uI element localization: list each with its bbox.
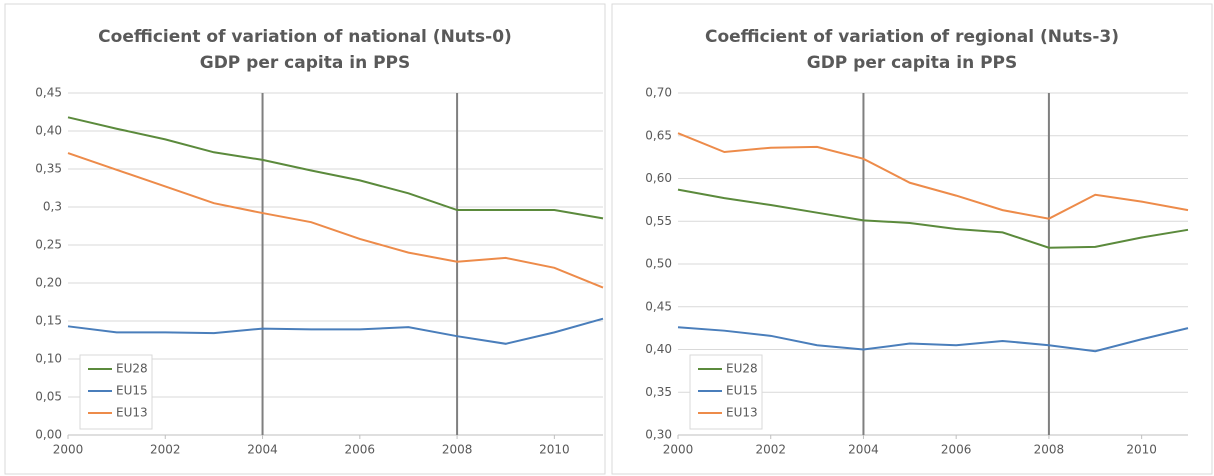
y-tick-label: 0,40 <box>35 124 62 138</box>
y-tick-label: 0,05 <box>35 390 62 404</box>
legend-label: EU28 <box>116 362 148 376</box>
y-tick-label: 0,55 <box>645 214 672 228</box>
x-tick-label: 2008 <box>442 443 473 457</box>
data-line <box>677 188 1189 249</box>
chart-title: Coefficient of variation of regional (Nu… <box>705 27 1119 47</box>
legend-label: EU15 <box>726 384 758 398</box>
legend-label: EU15 <box>116 384 148 398</box>
chart-title: Coefficient of variation of national (Nu… <box>98 27 512 47</box>
x-tick-label: 2008 <box>1034 443 1065 457</box>
y-tick-label: 0,10 <box>35 352 62 366</box>
x-tick-label: 2000 <box>53 443 84 457</box>
x-tick-label: 2004 <box>848 443 879 457</box>
y-tick-label: 0,3 <box>43 200 62 214</box>
x-tick-label: 2006 <box>345 443 376 457</box>
x-tick-label: 2010 <box>1126 443 1157 457</box>
chart-panel: Coefficient of variation of regional (Nu… <box>611 3 1213 475</box>
x-tick-label: 2002 <box>150 443 181 457</box>
x-tick-label: 2004 <box>247 443 278 457</box>
data-line <box>677 132 1189 220</box>
y-tick-label: 0,00 <box>35 428 62 442</box>
y-tick-label: 0,20 <box>35 276 62 290</box>
y-tick-label: 0,35 <box>645 385 672 399</box>
data-line <box>67 152 604 289</box>
y-tick-label: 0,25 <box>35 238 62 252</box>
x-tick-label: 2002 <box>755 443 786 457</box>
y-tick-label: 0,45 <box>35 86 62 100</box>
y-tick-label: 0,65 <box>645 128 672 142</box>
y-tick-label: 0,45 <box>645 299 672 313</box>
y-tick-label: 0,70 <box>645 86 672 100</box>
chart-title: GDP per capita in PPS <box>200 53 411 73</box>
x-tick-label: 2000 <box>663 443 694 457</box>
y-tick-label: 0,40 <box>645 342 672 356</box>
x-tick-label: 2006 <box>941 443 972 457</box>
y-tick-label: 0,50 <box>645 257 672 271</box>
data-line <box>677 326 1189 353</box>
legend-label: EU13 <box>726 406 758 420</box>
data-line <box>67 116 604 220</box>
chart-panel: Coefficient of variation of national (Nu… <box>4 3 606 475</box>
data-line <box>67 317 604 345</box>
y-tick-label: 0,15 <box>35 314 62 328</box>
chart-title: GDP per capita in PPS <box>807 53 1018 73</box>
x-tick-label: 2010 <box>539 443 570 457</box>
y-tick-label: 0,60 <box>645 171 672 185</box>
legend-label: EU28 <box>726 362 758 376</box>
y-tick-label: 0,35 <box>35 162 62 176</box>
y-tick-label: 0,30 <box>645 428 672 442</box>
legend-label: EU13 <box>116 406 148 420</box>
